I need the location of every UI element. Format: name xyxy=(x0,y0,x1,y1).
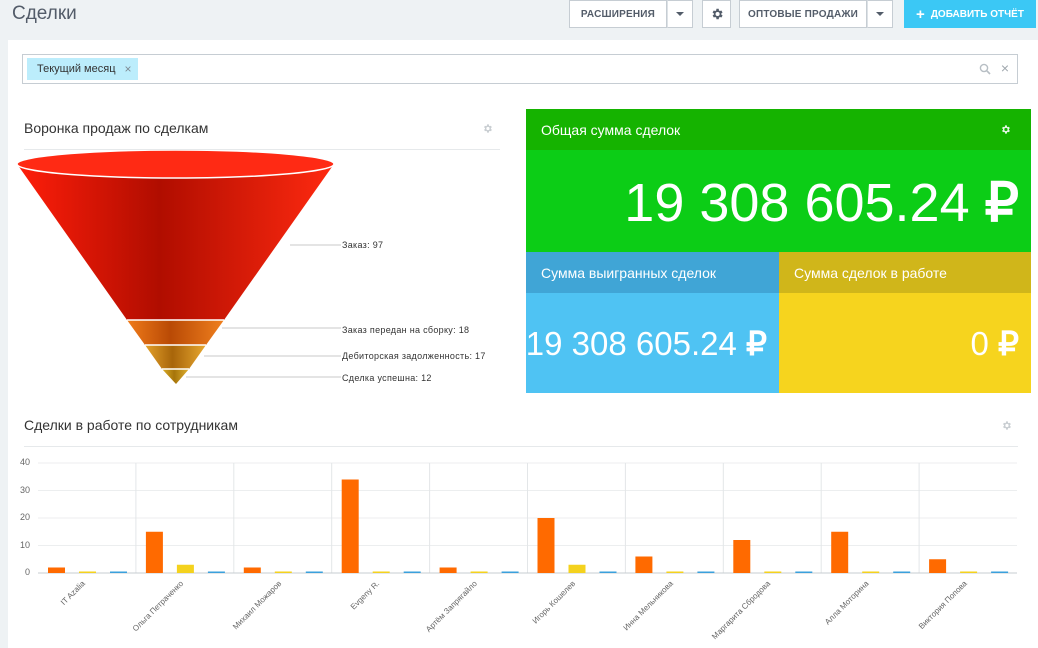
bar xyxy=(666,571,684,573)
bar xyxy=(537,518,555,573)
bar xyxy=(960,571,978,573)
y-tick-label: 30 xyxy=(19,484,30,495)
bar xyxy=(305,571,323,573)
bar xyxy=(439,567,457,573)
y-tick-label: 20 xyxy=(19,512,30,522)
bar xyxy=(176,564,194,573)
header-bar: Сделки РАСШИРЕНИЯ ОПТОВЫЕ ПРОДАЖИ + ДОБА… xyxy=(0,0,1038,32)
search-icon[interactable] xyxy=(979,63,991,75)
funnel-label-success: Сделка успешна: 12 xyxy=(342,373,432,383)
employee-deals-widget-title: Сделки в работе по сотрудникам xyxy=(24,417,238,433)
bar xyxy=(862,571,880,573)
total-sum-title: Общая сумма сделок xyxy=(541,121,681,138)
bar xyxy=(341,479,359,573)
won-sum-header: Сумма выигранных сделок xyxy=(526,252,779,293)
bar xyxy=(501,571,519,573)
funnel-label-assembly: Заказ передан на сборку: 18 xyxy=(342,325,470,335)
bar xyxy=(470,571,488,573)
employee-deals-bar-chart xyxy=(38,462,1017,574)
employee-deals-settings-icon[interactable] xyxy=(1001,420,1012,431)
chevron-down-icon xyxy=(876,12,884,16)
bar xyxy=(764,571,782,573)
bar xyxy=(372,571,390,573)
funnel-widget-title: Воронка продаж по сделкам xyxy=(24,120,209,136)
total-sum-card: Общая сумма сделок 19 308 605.24 ₽ xyxy=(526,109,1031,252)
page-title: Сделки xyxy=(12,3,77,24)
total-sum-number: 19 308 605.24 xyxy=(624,172,970,233)
in-progress-sum-number: 0 xyxy=(970,324,989,362)
filter-chip-current-month[interactable]: Текущий месяц × xyxy=(27,58,138,80)
wholesale-button[interactable]: ОПТОВЫЕ ПРОДАЖИ xyxy=(739,0,867,28)
divider xyxy=(24,446,1018,447)
bar xyxy=(991,571,1009,573)
funnel-settings-icon[interactable] xyxy=(482,123,493,134)
total-sum-value: 19 308 605.24 ₽ xyxy=(624,171,1019,234)
bar xyxy=(274,571,292,573)
bar xyxy=(243,567,261,573)
bar xyxy=(697,571,715,573)
in-progress-sum-header: Сумма сделок в работе xyxy=(779,252,1031,293)
bar xyxy=(48,567,65,573)
extensions-dropdown-button[interactable] xyxy=(667,0,693,28)
gear-icon[interactable] xyxy=(1000,124,1011,135)
y-tick-label: 0 xyxy=(24,567,30,577)
bar xyxy=(929,559,947,573)
bar xyxy=(831,531,849,573)
extensions-button[interactable]: РАСШИРЕНИЯ xyxy=(569,0,667,28)
funnel-label-receivable: Дебиторская задолженность: 17 xyxy=(342,351,486,361)
funnel-label-order: Заказ: 97 xyxy=(342,240,384,250)
gear-icon xyxy=(712,8,723,20)
bar xyxy=(733,540,751,573)
wholesale-dropdown-button[interactable] xyxy=(867,0,893,28)
funnel-top-rim xyxy=(16,150,335,179)
total-sum-header: Общая сумма сделок xyxy=(526,109,1031,150)
add-report-button[interactable]: + ДОБАВИТЬ ОТЧЁТ xyxy=(904,0,1036,28)
funnel-stage-success xyxy=(162,369,189,384)
bar xyxy=(795,571,813,573)
won-sum-value: 19 308 605.24 ₽ xyxy=(526,324,767,363)
bar xyxy=(893,571,911,573)
in-progress-sum-card: Сумма сделок в работе 0 ₽ xyxy=(779,252,1031,393)
funnel-stage-assembly xyxy=(127,320,224,345)
close-icon[interactable]: × xyxy=(124,62,132,76)
bar xyxy=(79,571,96,573)
bar xyxy=(110,571,127,573)
filter-chip-label: Текущий месяц xyxy=(37,63,116,75)
bar xyxy=(403,571,421,573)
y-tick-label: 40 xyxy=(19,457,30,467)
bar xyxy=(635,556,653,573)
in-progress-sum-title: Сумма сделок в работе xyxy=(794,264,947,281)
bar xyxy=(207,571,225,573)
plus-icon: + xyxy=(916,5,925,23)
bar xyxy=(145,531,163,573)
ruble-icon: ₽ xyxy=(746,325,767,362)
y-tick-label: 10 xyxy=(19,539,30,550)
clear-filter-icon[interactable]: × xyxy=(1000,60,1009,76)
won-sum-number: 19 308 605.24 xyxy=(525,324,737,362)
in-progress-sum-value: 0 ₽ xyxy=(970,324,1019,363)
won-sum-card: Сумма выигранных сделок 19 308 605.24 ₽ xyxy=(526,252,779,393)
ruble-icon: ₽ xyxy=(984,173,1019,233)
won-sum-title: Сумма выигранных сделок xyxy=(541,264,717,281)
ruble-icon: ₽ xyxy=(998,325,1019,362)
sales-funnel-chart xyxy=(16,150,341,384)
settings-button[interactable] xyxy=(702,0,731,28)
funnel-stage-order xyxy=(17,164,334,320)
add-report-label: ДОБАВИТЬ ОТЧЁТ xyxy=(930,8,1024,20)
divider xyxy=(24,149,500,150)
bar xyxy=(568,564,586,573)
dashboard-area: Текущий месяц × × Воронка продаж по сдел… xyxy=(8,40,1038,648)
chevron-down-icon xyxy=(676,12,684,16)
funnel-stage-receivable xyxy=(145,345,206,369)
bar xyxy=(599,571,617,573)
filter-bar[interactable]: Текущий месяц × × xyxy=(22,54,1018,84)
